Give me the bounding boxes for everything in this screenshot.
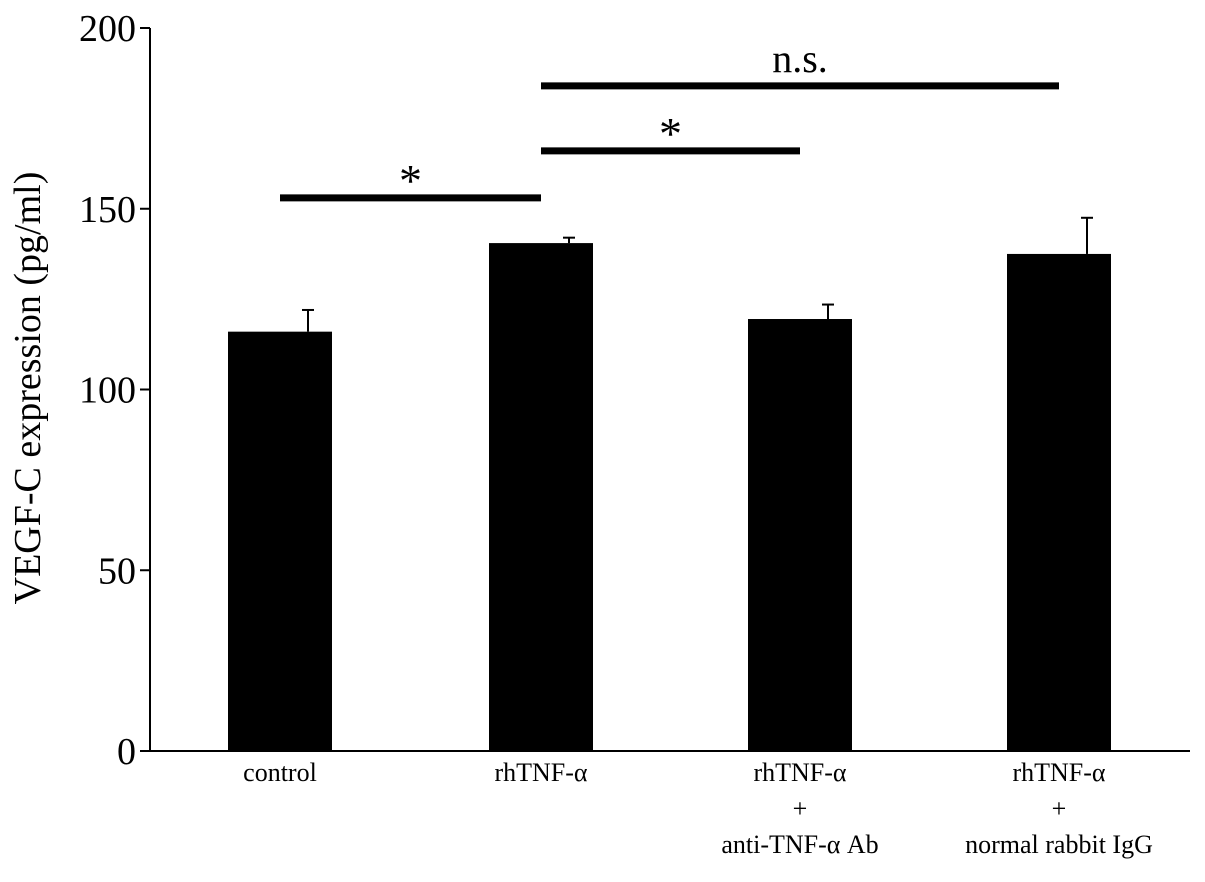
x-tick-label: rhTNF-α [753,758,846,787]
significance-label: * [399,155,422,206]
bar [748,319,852,751]
x-tick-label: rhTNF-α [494,758,587,787]
x-tick-label: + [1052,794,1067,823]
y-tick-label: 200 [79,8,136,50]
significance-label: n.s. [772,36,828,81]
y-tick-label: 150 [79,189,136,231]
x-tick-label: + [793,794,808,823]
significance-label: * [659,108,682,159]
bar [228,331,332,751]
x-axis-categories: control rhTNF-α rhTNF-α + anti-TNF-α Ab rhTNF… [243,758,1153,859]
y-tick-label: 0 [117,731,136,773]
x-tick-label: rhTNF-α [1012,758,1105,787]
y-axis-ticks: 0 50 100 150 200 [79,8,150,773]
x-tick-label: normal rabbit IgG [965,830,1153,859]
bar [1007,253,1111,751]
bar [489,243,593,751]
x-tick-label: control [243,758,317,787]
error-bars [302,216,1093,332]
y-tick-label: 50 [98,550,136,592]
y-tick-label: 100 [79,370,136,412]
x-tick-label: anti-TNF-α Ab [721,830,878,859]
significance-annotations: * * n.s. [280,36,1059,206]
y-axis-label: VEGF-C expression (pg/ml) [7,172,49,605]
bars [228,243,1111,751]
